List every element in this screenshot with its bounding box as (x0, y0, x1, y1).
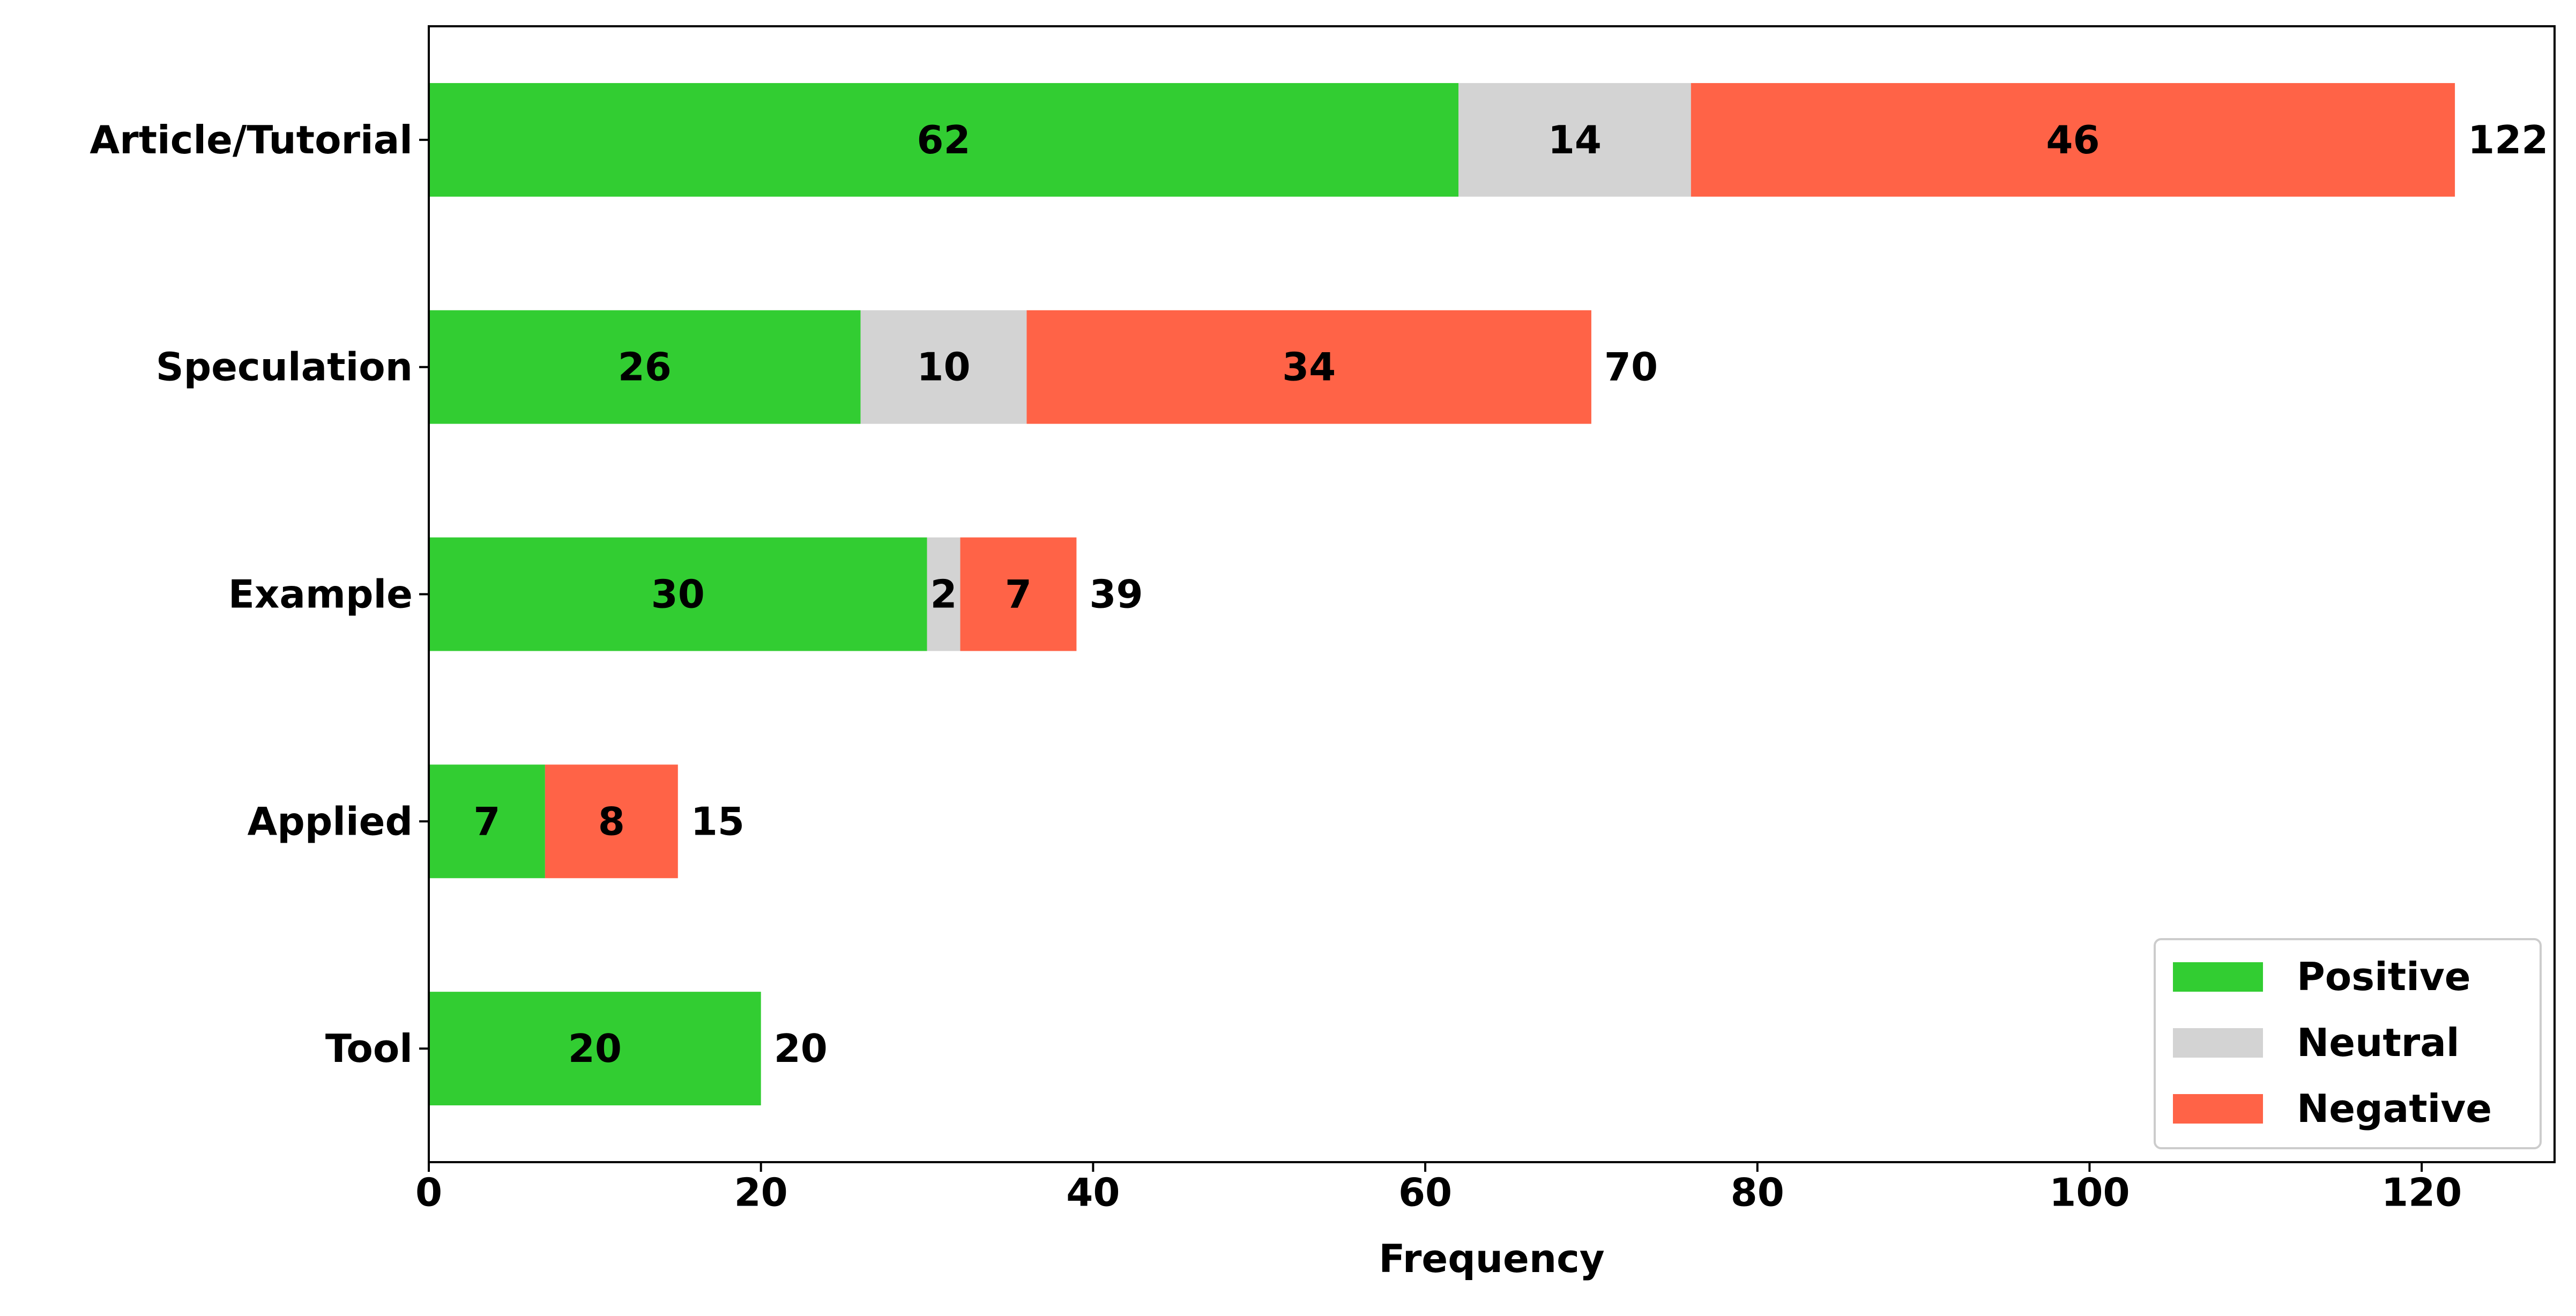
legend: Positive Neutral Negative (2154, 938, 2542, 1149)
legend-label-positive: Positive (2297, 954, 2471, 999)
data-label-applied-positive: 7 (473, 799, 500, 844)
data-label-tool-positive: 20 (568, 1026, 622, 1071)
axes-layer: 0 20 40 60 80 100 120 Article/Tutorial Speculati… (90, 25, 2556, 1281)
data-label-example-negative: 7 (1005, 572, 1032, 617)
total-label-applied: 15 (691, 799, 744, 844)
x-axis-title: Frequency (1379, 1236, 1604, 1281)
y-tick-label-article-tutorial: Article/Tutorial (90, 117, 413, 162)
legend-swatch-neutral (2173, 1028, 2263, 1058)
data-label-speculation-positive: 26 (618, 345, 672, 390)
legend-swatch-negative (2173, 1094, 2263, 1124)
x-tick-label-100: 100 (2049, 1170, 2130, 1215)
data-label-applied-negative: 8 (598, 799, 625, 844)
bar-speculation-neutral (860, 310, 1027, 424)
total-label-article-tutorial: 122 (2468, 117, 2548, 162)
bar-speculation-positive (429, 310, 861, 424)
bar-example-neutral (927, 537, 961, 651)
legend-label-negative: Negative (2297, 1086, 2492, 1131)
bars-layer: 62 14 46 122 26 10 34 70 30 2 7 39 7 8 15 20 20 (429, 83, 2548, 1106)
y-tick-label-speculation: Speculation (156, 345, 413, 390)
data-label-article-tutorial-positive: 62 (917, 117, 970, 162)
legend-label-neutral: Neutral (2297, 1020, 2460, 1065)
bar-article-tutorial-negative (1691, 83, 2455, 197)
bar-article-tutorial-neutral (1458, 83, 1691, 197)
y-tick-label-applied: Applied (247, 799, 413, 844)
x-tick-label-80: 80 (1731, 1170, 1784, 1215)
total-label-example: 39 (1089, 572, 1143, 617)
total-label-tool: 20 (774, 1026, 828, 1071)
bar-article-tutorial-positive (429, 83, 1459, 197)
bar-example-positive (429, 537, 927, 651)
y-tick-label-tool: Tool (325, 1026, 413, 1071)
legend-swatch-positive (2173, 962, 2263, 992)
y-tick-label-example: Example (228, 572, 413, 617)
data-label-example-positive: 30 (651, 572, 705, 617)
bar-speculation-negative (1026, 310, 1591, 424)
data-label-speculation-negative: 34 (1282, 345, 1336, 390)
total-label-speculation: 70 (1604, 345, 1658, 390)
data-label-article-tutorial-negative: 46 (2046, 117, 2099, 162)
x-tick-label-20: 20 (734, 1170, 788, 1215)
bar-applied-positive (429, 764, 545, 879)
x-tick-label-120: 120 (2381, 1170, 2462, 1215)
bar-tool-positive (429, 992, 761, 1106)
bar-applied-negative (545, 764, 678, 879)
data-label-speculation-neutral: 10 (917, 345, 970, 390)
x-tick-label-40: 40 (1066, 1170, 1120, 1215)
data-label-example-neutral: 2 (930, 572, 957, 617)
data-label-article-tutorial-neutral: 14 (1548, 117, 1602, 162)
x-tick-label-60: 60 (1398, 1170, 1452, 1215)
bar-example-negative (960, 537, 1077, 651)
x-tick-label-0: 0 (415, 1170, 442, 1215)
